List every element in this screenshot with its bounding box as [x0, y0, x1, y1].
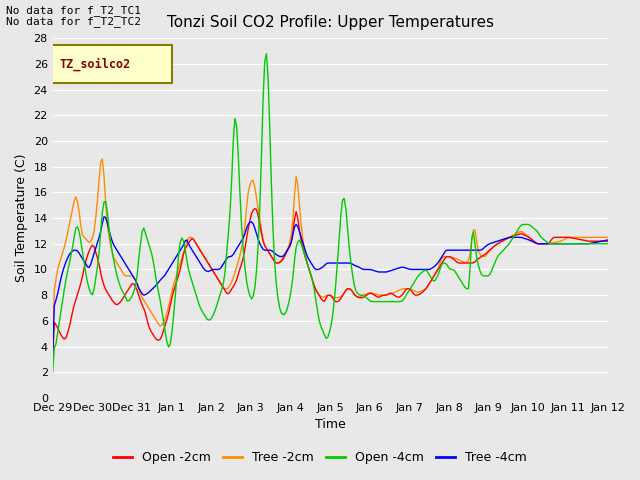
Text: No data for f_T2_TC1: No data for f_T2_TC1 — [6, 5, 141, 16]
Title: Tonzi Soil CO2 Profile: Upper Temperatures: Tonzi Soil CO2 Profile: Upper Temperatur… — [166, 15, 493, 30]
Legend: Open -2cm, Tree -2cm, Open -4cm, Tree -4cm: Open -2cm, Tree -2cm, Open -4cm, Tree -4… — [108, 446, 532, 469]
Text: TZ_soilco2: TZ_soilco2 — [60, 57, 131, 71]
FancyBboxPatch shape — [50, 45, 172, 83]
Y-axis label: Soil Temperature (C): Soil Temperature (C) — [15, 154, 28, 282]
Text: No data for f_T2_TC2: No data for f_T2_TC2 — [6, 16, 141, 27]
X-axis label: Time: Time — [315, 419, 346, 432]
